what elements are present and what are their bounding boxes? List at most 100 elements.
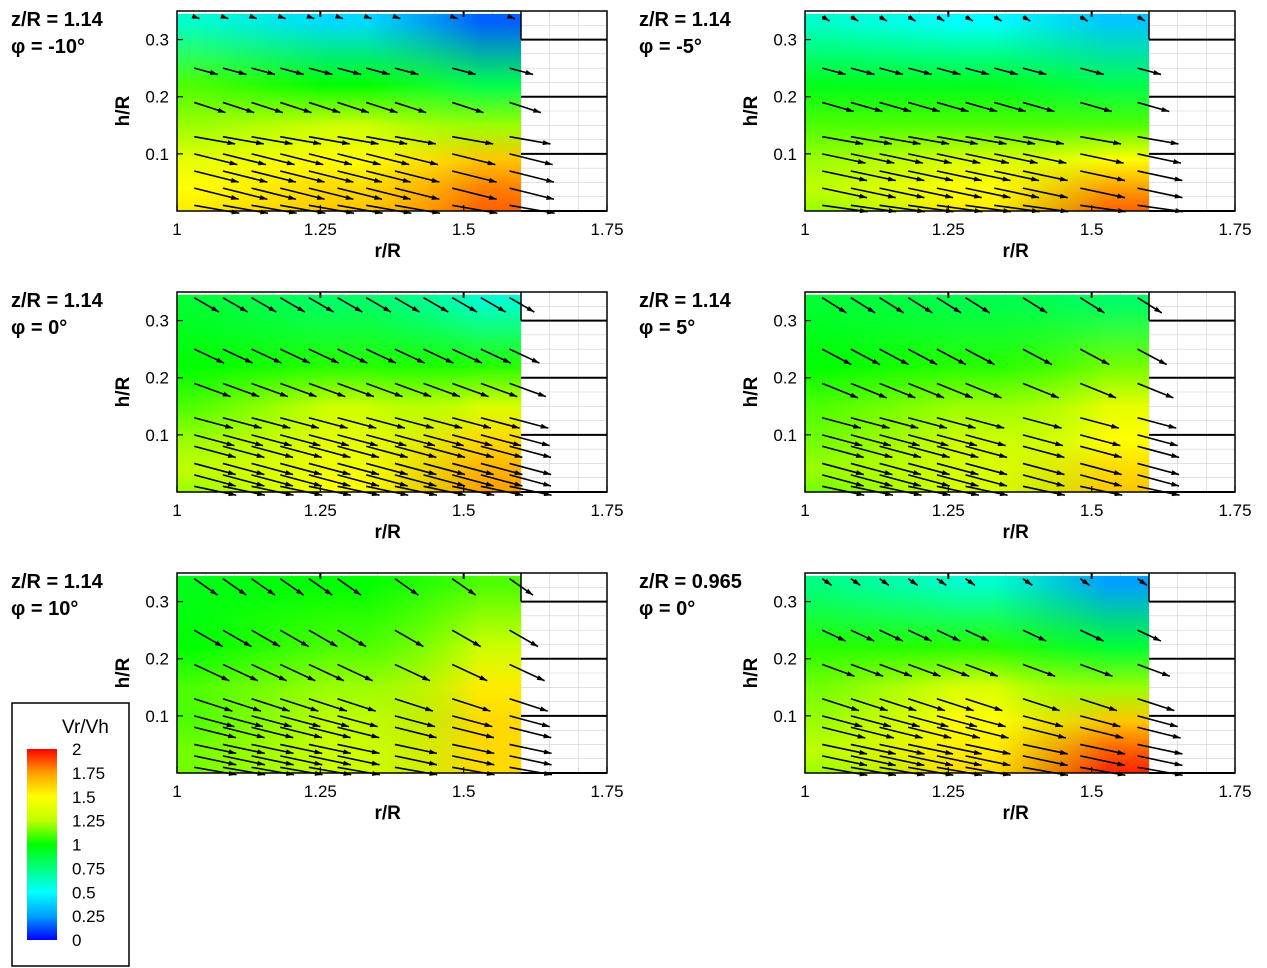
vector-arrowhead	[1024, 578, 1033, 586]
vector-arrowhead	[285, 481, 294, 487]
y-tick-label: 0.1	[145, 145, 169, 164]
colorbar-legend: Vr/Vh 2 1.75 1.5 1.25 1 0.75 0.5 0.25 0	[11, 702, 130, 967]
velocity-vector	[965, 170, 1011, 182]
velocity-vector	[936, 743, 982, 755]
vector-arrowhead	[368, 423, 377, 429]
vector-arrowhead	[886, 159, 895, 164]
panel-title-line: φ = 0°	[11, 317, 67, 339]
x-tick-label: 1	[172, 782, 181, 801]
velocity-vector	[337, 204, 383, 215]
vector-arrowhead	[286, 160, 295, 166]
vector-arrowhead	[485, 453, 494, 458]
vector-arrowhead	[970, 481, 979, 487]
vector-arrowhead	[488, 194, 497, 200]
vector-arrowhead	[972, 159, 981, 164]
velocity-vector	[337, 187, 383, 201]
vector-arrowhead	[312, 722, 321, 728]
velocity-vector	[908, 170, 954, 182]
vector-arrowhead	[324, 588, 333, 596]
vector-arrowhead	[857, 733, 866, 739]
vector-arrowhead	[916, 761, 925, 767]
x-tick-label: 1.75	[590, 220, 623, 239]
vector-arrowhead	[546, 177, 555, 183]
y-axis-label: h/R	[741, 95, 762, 126]
vector-arrowhead	[244, 357, 253, 364]
velocity-vector	[452, 170, 497, 183]
vector-arrowhead	[1112, 722, 1121, 728]
vector-arrowhead	[1022, 15, 1031, 22]
vector-arrowhead	[394, 391, 403, 397]
vector-arrowhead	[399, 481, 408, 487]
vector-arrowhead	[303, 107, 312, 113]
vector-arrowhead	[427, 722, 436, 728]
vector-arrowhead	[878, 392, 887, 398]
vector-arrowhead	[945, 176, 954, 182]
vector-arrowhead	[540, 423, 549, 429]
vector-arrowhead	[973, 749, 982, 755]
vector-arrowhead	[229, 160, 238, 166]
vector-arrowhead	[1115, 159, 1124, 164]
x-tick-label: 1.75	[1218, 782, 1251, 801]
vector-arrowhead	[539, 706, 548, 712]
vector-arrowhead	[1056, 470, 1065, 476]
contour-field	[805, 13, 1149, 211]
velocity-vector	[879, 187, 925, 199]
vector-arrowhead	[399, 140, 408, 146]
vector-arrowhead	[851, 705, 860, 711]
vector-arrowhead	[227, 481, 236, 487]
vector-arrowhead	[900, 358, 909, 365]
vector-arrowhead	[866, 635, 875, 642]
vector-arrowhead	[256, 749, 265, 755]
vector-arrowhead	[1103, 107, 1112, 112]
vector-arrowhead	[1117, 749, 1126, 755]
vector-arrowhead	[887, 761, 896, 767]
vector-arrowhead	[894, 635, 903, 642]
x-tick-label: 1.5	[1080, 220, 1104, 239]
vector-arrowhead	[867, 306, 876, 313]
vector-arrowhead	[543, 749, 552, 755]
vector-arrowhead	[485, 140, 494, 146]
vector-arrowhead	[374, 194, 383, 200]
vector-arrowhead	[1002, 176, 1011, 182]
vector-arrowhead	[932, 671, 941, 677]
vector-arrowhead	[222, 391, 231, 397]
vector-arrowhead	[486, 749, 495, 755]
vector-arrowhead	[1174, 749, 1183, 755]
vector-arrowhead	[884, 470, 893, 476]
velocity-vector	[222, 187, 268, 201]
vector-arrowhead	[915, 159, 923, 164]
velocity-vector	[194, 204, 240, 215]
vector-arrowhead	[273, 357, 282, 364]
vector-arrowhead	[457, 470, 466, 476]
vector-arrowhead	[1171, 481, 1180, 487]
vector-arrowhead	[256, 470, 265, 476]
vector-arrowhead	[488, 177, 497, 183]
vector-arrowhead	[238, 70, 247, 75]
y-tick-label: 0.2	[773, 369, 797, 388]
vector-arrowhead	[1055, 140, 1064, 146]
y-axis-label: h/R	[741, 657, 762, 688]
velocity-vector	[1022, 743, 1068, 755]
vector-arrowhead	[874, 107, 883, 112]
vector-arrowhead	[230, 177, 239, 183]
vector-arrowhead	[821, 15, 830, 22]
vector-arrowhead	[221, 675, 230, 681]
vector-arrowhead	[246, 107, 255, 113]
x-tick-label: 1	[172, 220, 181, 239]
x-tick-label: 1	[800, 220, 809, 239]
velocity-vector	[879, 170, 925, 182]
vector-arrowhead	[999, 453, 1008, 458]
vector-arrowhead	[1055, 722, 1064, 728]
velocity-vector	[308, 187, 354, 201]
velocity-vector	[908, 766, 954, 777]
vector-arrowhead	[912, 140, 921, 146]
velocity-vector	[1137, 766, 1183, 777]
vector-arrowhead	[474, 357, 483, 364]
vector-arrowhead	[388, 357, 397, 364]
panel-title-line: φ = -10°	[11, 36, 85, 58]
vector-arrowhead	[998, 140, 1007, 146]
velocity-vector	[509, 170, 555, 183]
vector-arrowhead	[970, 453, 979, 458]
vector-arrowhead	[256, 481, 265, 487]
vector-arrowhead	[1108, 392, 1117, 398]
